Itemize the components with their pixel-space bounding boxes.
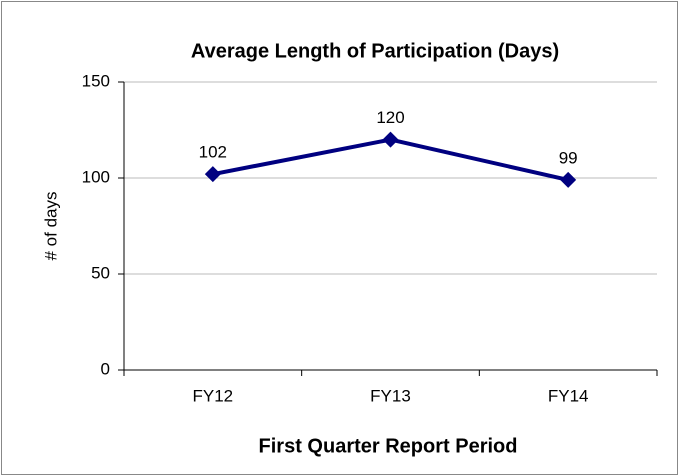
x-axis-label: First Quarter Report Period <box>259 435 518 457</box>
data-point <box>204 166 221 183</box>
data-label: 102 <box>199 143 227 162</box>
x-tick-label: FY14 <box>548 386 589 405</box>
data-label: 99 <box>559 148 578 167</box>
y-tick-label: 100 <box>82 167 110 186</box>
data-point <box>560 171 577 188</box>
y-axis-label: # of days <box>41 192 60 261</box>
y-tick-label: 150 <box>82 71 110 90</box>
data-label: 120 <box>376 108 404 127</box>
x-tick-label: FY12 <box>193 386 234 405</box>
y-tick-label: 0 <box>101 359 110 378</box>
y-tick-label: 50 <box>91 263 110 282</box>
data-point <box>382 131 399 148</box>
x-tick-label: FY13 <box>370 386 411 405</box>
chart-title: Average Length of Participation (Days) <box>191 40 559 62</box>
